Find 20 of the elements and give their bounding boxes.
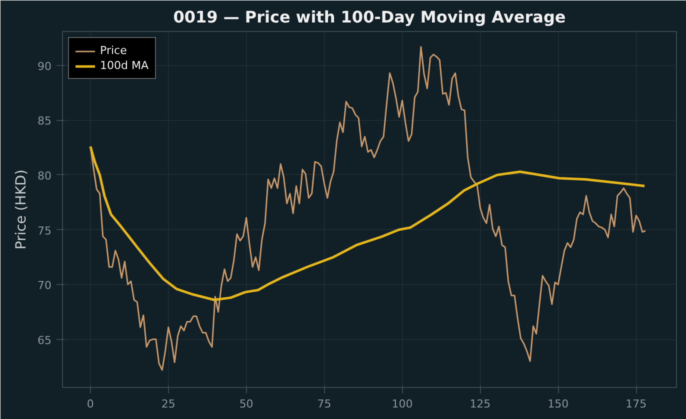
x-tick-label: 175 — [626, 398, 647, 410]
y-tick-label: 85 — [38, 114, 52, 128]
x-tick-label: 75 — [317, 398, 332, 410]
x-tick-label: 25 — [161, 398, 176, 410]
legend-label: 100d MA — [100, 59, 148, 72]
x-tick-label: 0 — [86, 398, 94, 410]
y-tick-label: 80 — [38, 169, 52, 182]
y-tick-label: 65 — [38, 334, 52, 347]
y-axis-title: Price (HKD) — [14, 169, 30, 250]
line-series — [89, 145, 646, 302]
x-tick-label: 100 — [392, 398, 413, 410]
y-tick-label: 70 — [38, 279, 52, 292]
chart-title: 0019 — Price with 100-Day Moving Average — [173, 8, 566, 26]
x-tick-label: 50 — [239, 398, 254, 410]
x-tick-label: 125 — [470, 398, 491, 410]
x-tick-label: 150 — [548, 398, 569, 410]
y-tick-label: 90 — [38, 60, 52, 73]
y-tick-label: 75 — [38, 224, 52, 238]
line-series — [90, 46, 646, 371]
legend-label: Price — [100, 44, 127, 57]
